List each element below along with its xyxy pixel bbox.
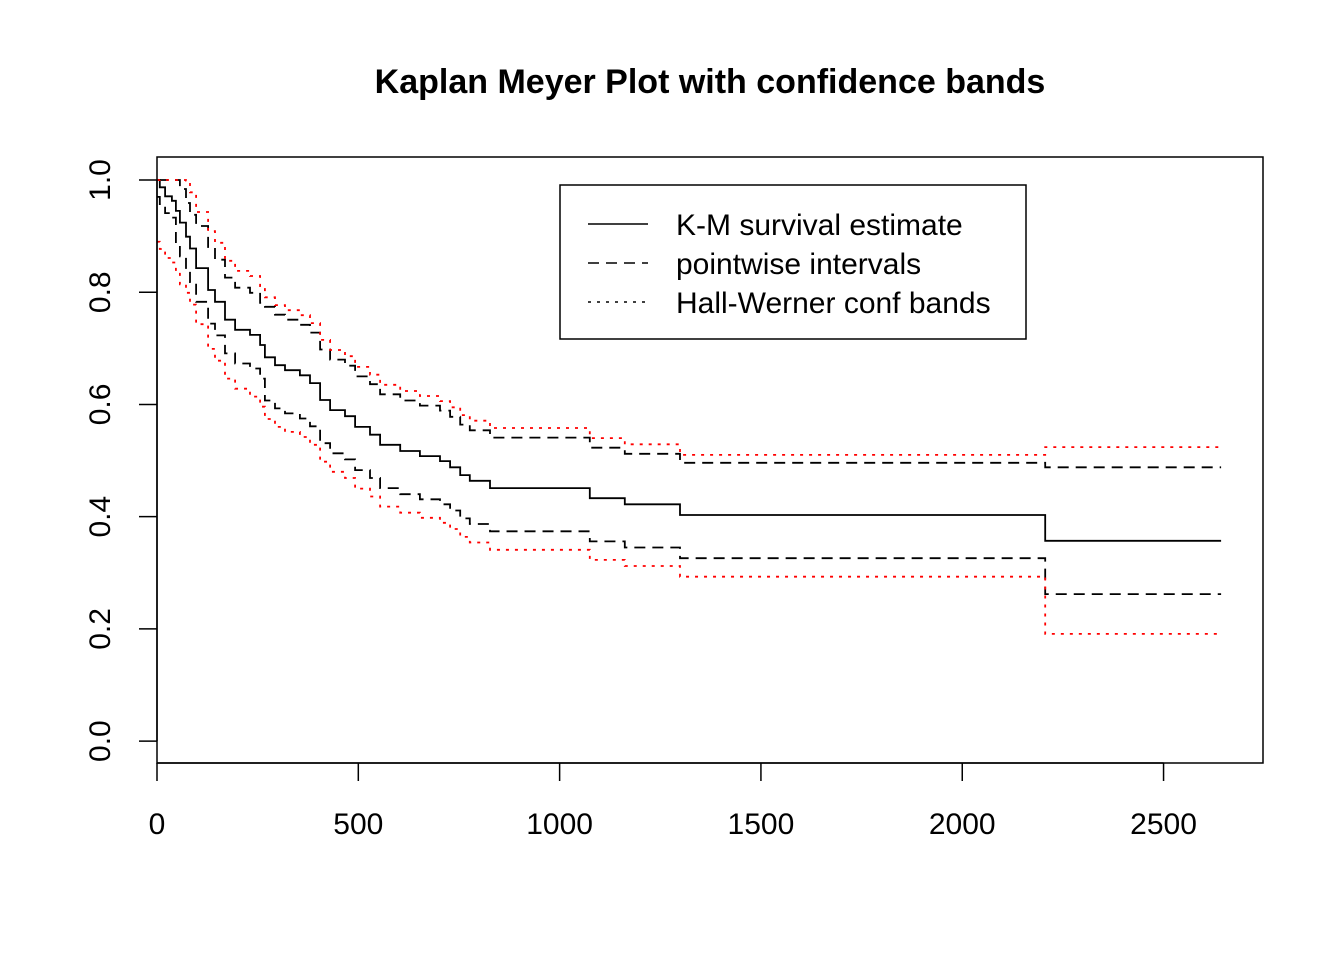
series-line-dashed-2 [157,195,1222,595]
legend-label-hall-werner: Hall-Werner conf bands [676,287,991,320]
y-tick-label: 0.8 [84,271,117,313]
y-axis: 0.0 0.2 0.4 0.6 0.8 1.0 [84,159,158,762]
x-tick-label: 2500 [1130,808,1197,841]
y-tick-label: 1.0 [84,159,117,201]
x-tick-label: 2000 [929,808,996,841]
x-tick-label: 500 [333,808,383,841]
legend-label-km: K-M survival estimate [676,209,963,242]
series-line-dashed-1 [157,179,1222,469]
series-line-dotted-3 [157,179,1222,456]
series-line-dotted-4 [157,240,1222,635]
legend: K-M survival estimate pointwise interval… [559,184,1027,340]
x-tick-label: 1000 [526,808,593,841]
y-tick-label: 0.4 [84,496,117,538]
series-line-solid-0 [157,179,1222,542]
series-layer [157,179,1222,635]
y-tick-label: 0.2 [84,608,117,650]
y-tick-label: 0.0 [84,720,117,762]
x-tick-label: 0 [149,808,166,841]
y-tick-label: 0.6 [84,384,117,426]
x-axis: 0 500 1000 1500 2000 2500 [149,762,1197,841]
legend-box [559,184,1027,340]
legend-label-pointwise: pointwise intervals [676,248,921,281]
x-tick-label: 1500 [728,808,795,841]
chart-title: Kaplan Meyer Plot with confidence bands [375,63,1046,101]
